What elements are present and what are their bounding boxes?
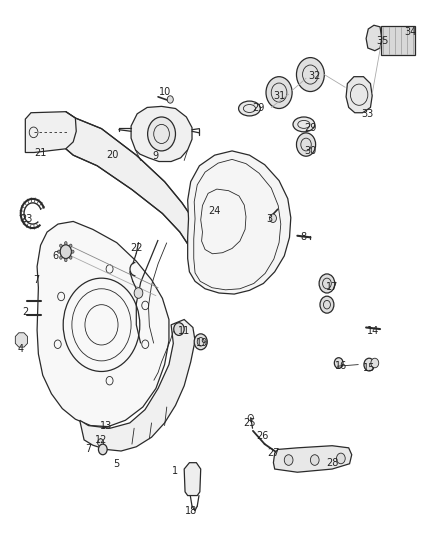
Circle shape bbox=[320, 296, 334, 313]
Text: 20: 20 bbox=[106, 150, 119, 160]
Circle shape bbox=[148, 117, 176, 151]
Polygon shape bbox=[187, 151, 291, 294]
Text: 4: 4 bbox=[18, 344, 24, 354]
Text: 29: 29 bbox=[304, 123, 317, 133]
Polygon shape bbox=[195, 183, 254, 268]
Circle shape bbox=[311, 455, 319, 465]
Circle shape bbox=[319, 274, 335, 293]
Polygon shape bbox=[346, 77, 372, 113]
Circle shape bbox=[57, 250, 60, 253]
Text: 35: 35 bbox=[376, 36, 389, 46]
Circle shape bbox=[99, 444, 107, 455]
Polygon shape bbox=[37, 221, 169, 426]
Text: 13: 13 bbox=[100, 421, 112, 431]
Polygon shape bbox=[273, 446, 352, 472]
Text: 17: 17 bbox=[326, 281, 338, 292]
Text: 24: 24 bbox=[208, 206, 221, 216]
Text: 25: 25 bbox=[243, 418, 256, 428]
Circle shape bbox=[269, 214, 276, 222]
Circle shape bbox=[64, 241, 67, 245]
Circle shape bbox=[64, 259, 67, 262]
Text: 21: 21 bbox=[34, 148, 47, 158]
Text: 12: 12 bbox=[95, 435, 108, 446]
Polygon shape bbox=[131, 107, 192, 161]
Text: 30: 30 bbox=[304, 146, 317, 156]
Text: 6: 6 bbox=[53, 251, 59, 261]
Text: 23: 23 bbox=[21, 214, 33, 224]
Text: 26: 26 bbox=[256, 431, 268, 441]
Circle shape bbox=[60, 256, 62, 259]
Text: 33: 33 bbox=[361, 109, 373, 119]
Text: 2: 2 bbox=[22, 306, 28, 317]
Circle shape bbox=[266, 77, 292, 109]
Circle shape bbox=[284, 455, 293, 465]
Text: 8: 8 bbox=[301, 232, 307, 243]
Text: 3: 3 bbox=[266, 214, 272, 224]
Text: 27: 27 bbox=[267, 448, 279, 458]
Circle shape bbox=[134, 288, 143, 298]
Text: 31: 31 bbox=[274, 91, 286, 101]
Text: 19: 19 bbox=[195, 338, 208, 349]
Text: 7: 7 bbox=[85, 445, 92, 455]
Text: 16: 16 bbox=[335, 361, 347, 371]
Circle shape bbox=[336, 453, 345, 464]
Circle shape bbox=[69, 256, 72, 259]
Circle shape bbox=[60, 245, 71, 259]
Circle shape bbox=[297, 133, 316, 156]
Circle shape bbox=[194, 334, 207, 350]
Polygon shape bbox=[184, 463, 201, 496]
Text: 10: 10 bbox=[159, 86, 171, 96]
Circle shape bbox=[98, 439, 104, 446]
Circle shape bbox=[167, 96, 173, 103]
Text: 32: 32 bbox=[308, 70, 321, 80]
Text: 18: 18 bbox=[184, 506, 197, 516]
Text: 22: 22 bbox=[130, 243, 142, 253]
Polygon shape bbox=[25, 112, 76, 152]
Text: 28: 28 bbox=[326, 458, 338, 467]
Text: 14: 14 bbox=[367, 326, 380, 336]
Text: 9: 9 bbox=[153, 151, 159, 161]
Circle shape bbox=[371, 358, 379, 368]
Text: 11: 11 bbox=[178, 326, 190, 336]
Circle shape bbox=[364, 358, 374, 371]
Circle shape bbox=[174, 322, 184, 335]
Text: 5: 5 bbox=[113, 459, 120, 469]
Circle shape bbox=[71, 250, 74, 253]
Circle shape bbox=[69, 244, 72, 247]
Text: 15: 15 bbox=[363, 364, 375, 373]
Circle shape bbox=[60, 244, 62, 247]
Text: 34: 34 bbox=[404, 27, 417, 37]
Polygon shape bbox=[15, 333, 28, 347]
Text: 29: 29 bbox=[252, 103, 265, 114]
Polygon shape bbox=[366, 25, 382, 51]
Ellipse shape bbox=[293, 117, 315, 132]
Circle shape bbox=[297, 58, 324, 92]
Ellipse shape bbox=[239, 101, 260, 116]
Polygon shape bbox=[80, 319, 195, 451]
Polygon shape bbox=[381, 26, 415, 55]
Circle shape bbox=[334, 358, 343, 368]
Polygon shape bbox=[66, 112, 197, 261]
Text: 7: 7 bbox=[33, 274, 39, 285]
Text: 1: 1 bbox=[173, 466, 179, 475]
